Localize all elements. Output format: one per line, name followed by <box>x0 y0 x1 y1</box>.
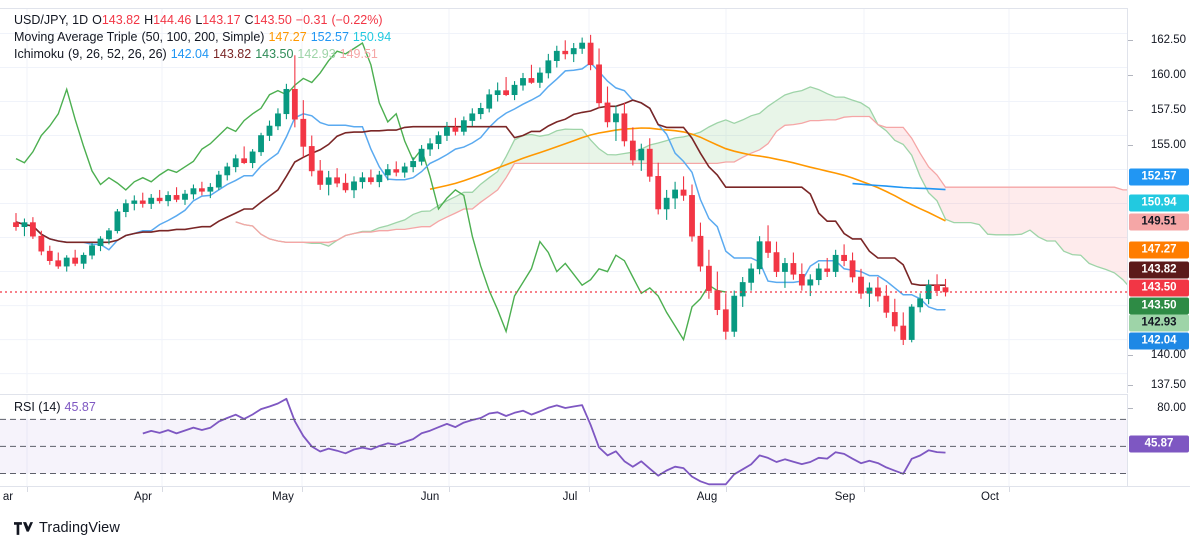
price-tick-mark <box>1128 355 1133 356</box>
rsi-indicator-pane[interactable] <box>0 394 1127 486</box>
time-tick-label-3: Jun <box>420 491 440 503</box>
time-separator-1 <box>162 487 163 492</box>
time-tick-label-0: ar <box>2 491 14 503</box>
time-separator-0 <box>27 487 28 492</box>
price-axis-scale[interactable]: 162.50 160.00 157.50 155.00 140.00 137.50 152.… <box>1127 8 1190 393</box>
price-badge-4[interactable]: 143.82 <box>1129 261 1189 279</box>
price-tick-mark <box>1128 110 1133 111</box>
time-separator-7 <box>1009 487 1010 492</box>
price-chart-canvas <box>0 9 1127 393</box>
rsi-current-value: 45.87 <box>64 400 96 414</box>
time-separator-2 <box>302 487 303 492</box>
rsi-chart-canvas <box>0 395 1127 486</box>
rsi-legend[interactable]: RSI (14) 45.87 <box>14 400 96 414</box>
time-separator-4 <box>589 487 590 492</box>
time-separator-3 <box>449 487 450 492</box>
price-tick-mark <box>1128 385 1133 386</box>
rsi-indicator-name: RSI (14) <box>14 400 61 414</box>
price-tick-label-3: 155.00 <box>1150 139 1186 151</box>
price-badge-1[interactable]: 150.94 <box>1129 194 1189 212</box>
price-badge-2[interactable]: 149.51 <box>1129 213 1189 231</box>
price-tick-label-5: 137.50 <box>1150 379 1186 391</box>
price-badge-0[interactable]: 152.57 <box>1129 168 1189 186</box>
price-tick-label-4: 140.00 <box>1150 349 1186 361</box>
tradingview-logo-text: TradingView <box>39 520 120 536</box>
price-tick-label-2: 157.50 <box>1150 104 1186 116</box>
rsi-line <box>142 397 946 486</box>
candlestick-series <box>13 34 949 346</box>
price-badge-8[interactable]: 142.04 <box>1129 332 1189 350</box>
ma100-line <box>852 182 946 191</box>
time-tick-label-2: May <box>272 491 294 503</box>
branding-bar: TradingView <box>0 510 1190 552</box>
tradingview-logo-icon <box>14 521 33 535</box>
price-badge-5[interactable]: 143.50 <box>1129 279 1189 297</box>
price-tick-mark <box>1128 145 1133 146</box>
time-tick-label-6: Sep <box>834 491 856 503</box>
price-tick-label-0: 162.50 <box>1150 34 1186 46</box>
time-tick-label-5: Aug <box>696 491 718 503</box>
tradingview-logo[interactable]: TradingView <box>14 520 120 536</box>
tenkan-sen-line <box>15 61 946 311</box>
rsi-tick-mark <box>1128 408 1133 409</box>
time-tick-label-4: Jul <box>562 491 578 503</box>
kijun-sen-line <box>15 99 946 286</box>
price-badge-6[interactable]: 143.50 <box>1129 297 1189 315</box>
price-tick-label-1: 160.00 <box>1150 69 1186 81</box>
time-separator-6 <box>864 487 865 492</box>
price-tick-mark <box>1128 75 1133 76</box>
time-tick-label-7: Oct <box>981 491 999 503</box>
time-axis-scale[interactable]: ar Apr May Jun Jul Aug Sep Oct <box>0 486 1190 510</box>
price-chart-pane[interactable] <box>0 8 1127 393</box>
rsi-tick-label-0: 80.00 <box>1157 402 1186 414</box>
rsi-badge-0[interactable]: 45.87 <box>1129 435 1189 453</box>
price-badge-7[interactable]: 142.93 <box>1129 314 1189 332</box>
price-tick-mark <box>1128 40 1133 41</box>
price-badge-3[interactable]: 147.27 <box>1129 241 1189 259</box>
time-separator-5 <box>726 487 727 492</box>
chikou-span-line <box>15 41 726 342</box>
time-tick-label-1: Apr <box>134 491 152 503</box>
rsi-axis-scale[interactable]: 80.00 45.87 <box>1127 394 1190 486</box>
